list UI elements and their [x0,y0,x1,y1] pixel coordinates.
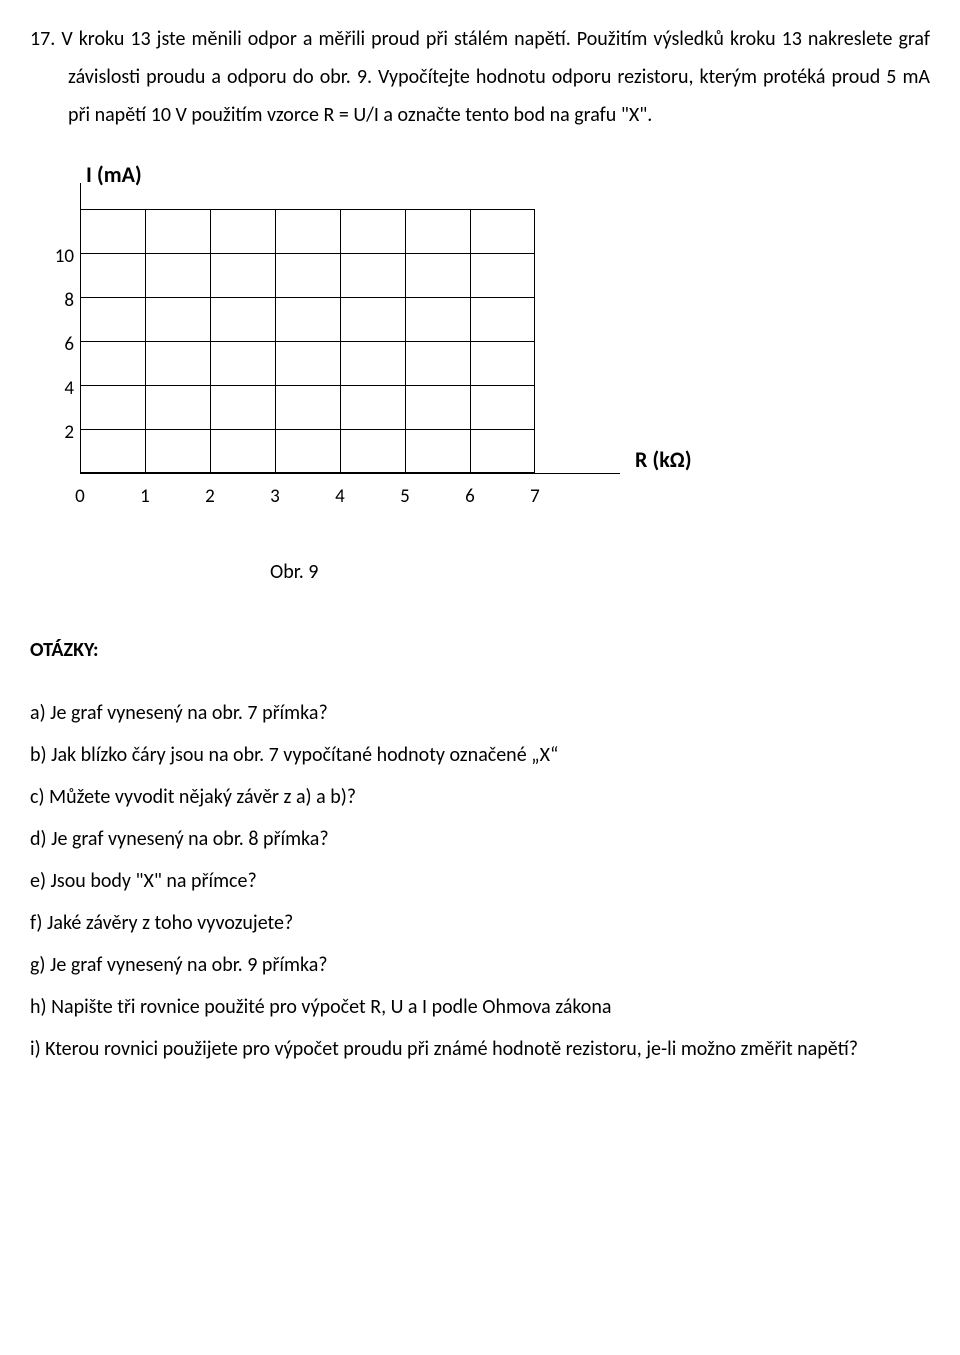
x-tick-label: 5 [390,479,420,515]
question-i: i) Kterou rovnici použijete pro výpočet … [48,1030,930,1068]
y-tick-label: 10 [40,239,74,275]
chart-grid: I (mA)10864201234567R (kΩ) [30,154,930,523]
grid-hline [80,385,535,386]
question-f: f) Jaké závěry z toho vyvozujete? [30,904,930,942]
x-tick-label: 3 [260,479,290,515]
x-tick-label: 1 [130,479,160,515]
grid-hline [80,429,535,430]
figure-caption: Obr. 9 [270,553,930,591]
y-axis-label: I (mA) [86,154,142,196]
x-tick-label: 4 [325,479,355,515]
paragraph-17: 17. V kroku 13 jste měnili odpor a měřil… [68,20,930,134]
y-tick-label: 4 [40,371,74,407]
y-axis-line [80,183,81,209]
question-d: d) Je graf vynesený na obr. 8 přímka? [30,820,930,858]
x-axis-label: R (kΩ) [635,439,692,481]
y-tick-label: 6 [40,327,74,363]
question-c: c) Můžete vyvodit nějaký závěr z a) a b)… [30,778,930,816]
question-e: e) Jsou body "X" na přímce? [30,862,930,900]
questions-heading: OTÁZKY: [30,631,930,669]
y-tick-label: 8 [40,283,74,319]
y-tick-label: 2 [40,415,74,451]
grid-hline [80,253,535,254]
x-axis-line [80,473,620,474]
grid-hline [80,341,535,342]
question-a: a) Je graf vynesený na obr. 7 přímka? [30,694,930,732]
x-tick-label: 0 [65,479,95,515]
grid-hline [80,297,535,298]
question-h: h) Napište tři rovnice použité pro výpoč… [30,988,930,1026]
x-tick-label: 7 [520,479,550,515]
question-g: g) Je graf vynesený na obr. 9 přímka? [30,946,930,984]
question-b: b) Jak blízko čáry jsou na obr. 7 vypočí… [30,736,930,774]
x-tick-label: 6 [455,479,485,515]
x-tick-label: 2 [195,479,225,515]
